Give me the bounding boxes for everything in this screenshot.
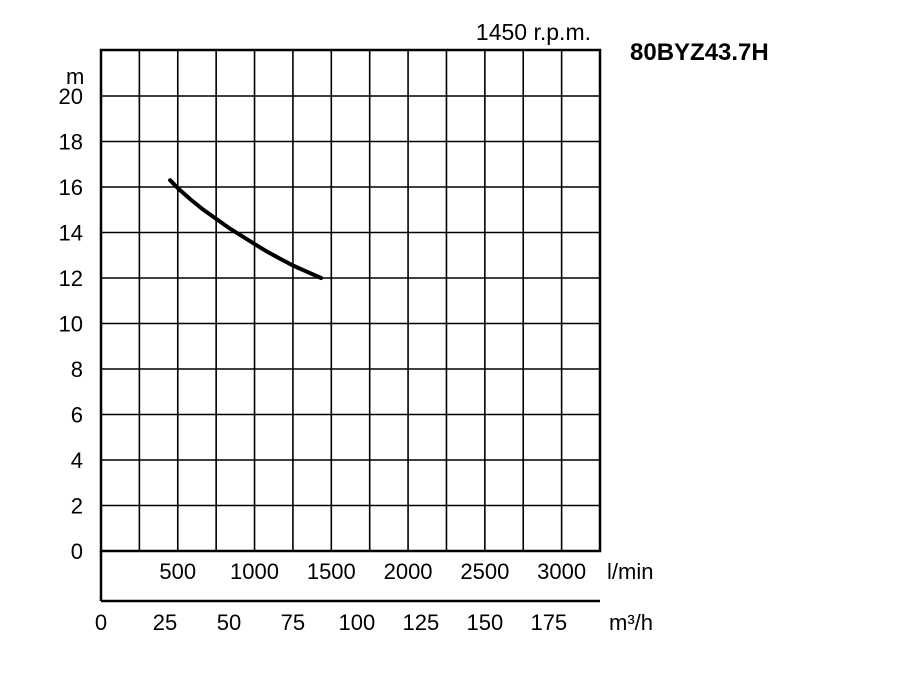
x-m3h-tick-label: 75 <box>281 610 305 635</box>
x-m3h-tick-label: 175 <box>530 610 567 635</box>
x-axis-lmin-unit: l/min <box>607 559 653 584</box>
y-tick-label: 20 <box>59 84 83 109</box>
x-m3h-tick-label: 125 <box>403 610 440 635</box>
y-tick-label: 16 <box>59 175 83 200</box>
x-m3h-tick-label: 100 <box>339 610 376 635</box>
y-tick-label: 0 <box>71 539 83 564</box>
grid <box>101 50 600 551</box>
x-lmin-tick-label: 2000 <box>384 559 433 584</box>
plot-frame <box>99 48 602 603</box>
x-lmin-tick-label: 3000 <box>537 559 586 584</box>
curve-layer <box>168 178 324 280</box>
y-tick-label: 4 <box>71 448 83 473</box>
x-m3h-tick-label: 0 <box>95 610 107 635</box>
x-lmin-tick-label: 500 <box>159 559 196 584</box>
y-tick-label: 14 <box>59 221 83 246</box>
x-lmin-tick-label: 2500 <box>460 559 509 584</box>
chart-title: 1450 r.p.m. <box>476 19 591 45</box>
y-tick-label: 10 <box>59 312 83 337</box>
model-label: 80BYZ43.7H <box>630 39 769 66</box>
y-tick-label: 8 <box>71 357 83 382</box>
x-axis-m3h-ticks: 0 25 50 75 100 125 150 175 <box>95 610 567 635</box>
x-axis-lmin-ticks: 500 1000 1500 2000 2500 3000 <box>159 559 586 584</box>
head-flow-curve <box>168 178 324 280</box>
x-m3h-tick-label: 150 <box>466 610 503 635</box>
x-lmin-tick-label: 1500 <box>307 559 356 584</box>
x-lmin-tick-label: 1000 <box>230 559 279 584</box>
y-tick-label: 12 <box>59 266 83 291</box>
plot-border <box>99 48 602 553</box>
y-axis-ticks: 0 2 4 6 8 10 12 14 16 18 20 <box>59 84 83 564</box>
x-m3h-tick-label: 25 <box>153 610 177 635</box>
y-tick-label: 18 <box>59 130 83 155</box>
x-m3h-tick-label: 50 <box>217 610 241 635</box>
y-tick-label: 2 <box>71 494 83 519</box>
y-tick-label: 6 <box>71 403 83 428</box>
x-axis-m3h-unit: m³/h <box>609 610 653 635</box>
y-axis-label: m <box>66 64 84 89</box>
